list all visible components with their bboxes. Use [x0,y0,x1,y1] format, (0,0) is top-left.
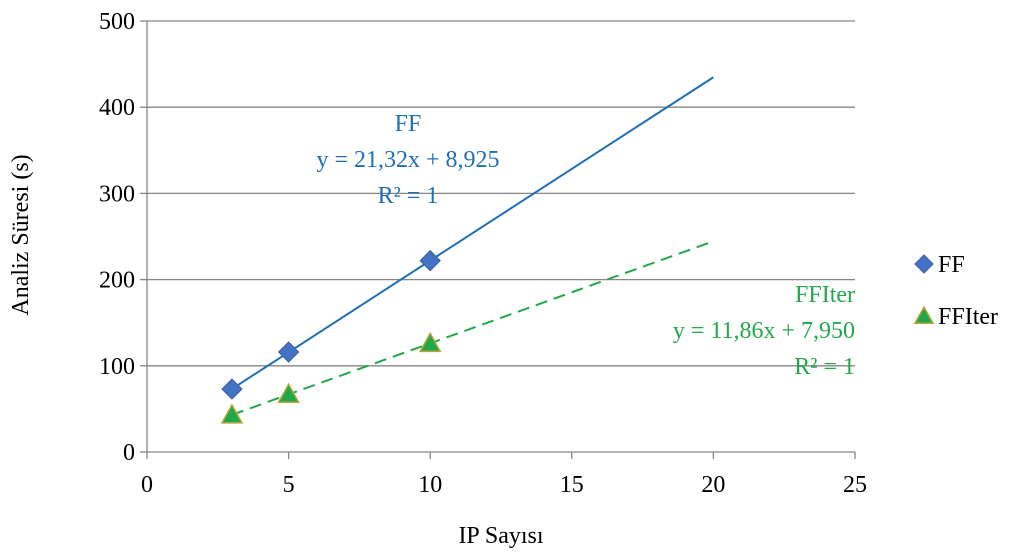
data-point-ff [221,378,243,400]
data-point-ffiter [277,382,300,403]
data-points [220,249,442,424]
y-tick-label: 300 [99,181,135,207]
trendline-label-ff: R² = 1 [378,183,439,209]
grid-lines [147,20,855,367]
y-tick-label: 100 [99,354,135,380]
y-tick-label: 200 [99,268,135,294]
data-point-ffiter [220,403,244,424]
trendline-label-ff: FF [395,111,422,137]
y-tick-labels: 0 100 200 300 400 500 [99,9,135,466]
trendline-annotations: FF y = 21,32x + 8,925 R² = 1 FFIter y = 11,8… [316,111,855,380]
x-tick-label: 25 [843,472,867,498]
trendline-label-ffiter: FFIter [795,282,855,308]
y-tick-label: 400 [99,95,135,121]
trendline-label-ff: y = 21,32x + 8,925 [316,147,499,173]
legend-marker-ffiter [913,305,935,324]
x-axis-title: IP Sayısı [458,523,543,549]
x-tick-label: 15 [560,472,584,498]
x-tick-label: 20 [701,472,725,498]
legend: FF FFIter [913,252,998,330]
data-point-ff [419,249,441,272]
trendline-label-ffiter: y = 11,86x + 7,950 [673,318,855,344]
legend-marker-ff [914,254,934,274]
legend-label-ff: FF [938,252,965,278]
y-tick-label: 0 [123,440,135,466]
x-tick-label: 10 [418,472,442,498]
legend-label-ffiter: FFIter [938,304,998,330]
data-point-ffiter [418,331,442,353]
x-tick-label: 5 [283,472,295,498]
trendline-ffiter [231,240,714,416]
trendline-ff [231,76,714,390]
trendline-label-ffiter: R² = 1 [794,354,855,380]
axes [140,20,856,459]
data-point-ff [277,341,300,363]
y-tick-label: 500 [99,9,135,35]
trendlines [231,76,714,416]
x-tick-labels: 0 5 10 15 20 25 [141,472,867,498]
x-tick-label: 0 [141,472,153,498]
y-axis-title: Analiz Süresi (s) [8,154,34,315]
